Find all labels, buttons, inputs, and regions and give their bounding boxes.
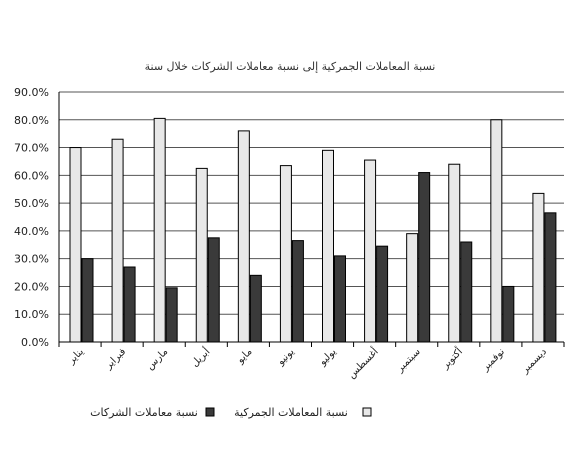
x-tick-label: فبراير: [103, 346, 129, 372]
bar-customs: [195, 167, 208, 343]
y-tick-label: 10.0%: [14, 308, 49, 321]
legend-label-companies: نسبة معاملات الشركات: [90, 406, 198, 419]
y-tick-label: 90.0%: [14, 86, 49, 99]
y-tick-label: 30.0%: [14, 253, 49, 266]
legend-label-customs: نسبة المعاملات الجمركية: [234, 406, 348, 419]
y-tick-label: 40.0%: [14, 225, 49, 238]
bar-companies: [460, 241, 473, 343]
x-tick-label: ديسمبر: [519, 346, 549, 376]
bar-companies: [334, 255, 346, 343]
x-tick-label: أغسطس: [345, 345, 381, 381]
bar-companies: [418, 172, 431, 343]
legend-swatch-companies: [205, 407, 215, 417]
y-tick-label: 50.0%: [14, 197, 49, 210]
gridlines: [59, 91, 564, 343]
y-tick-label: 70.0%: [14, 142, 49, 155]
y-tick-label: 20.0%: [14, 280, 49, 293]
bars: [69, 117, 557, 343]
legend: نسبة المعاملات الجمركية نسبة معاملات الش…: [90, 406, 372, 419]
bar-companies: [123, 266, 136, 343]
x-tick-label: يناير: [66, 346, 87, 367]
bar-customs: [69, 147, 82, 343]
x-tick-label: مايو: [234, 346, 254, 366]
bar-customs: [490, 119, 503, 343]
bar-companies: [376, 245, 389, 343]
y-axis: 0.0% 10.0% 20.0% 30.0% 40.0% 50.0% 60.0% 70.0% 8…: [14, 86, 60, 349]
x-tick-label: يونيو: [275, 346, 297, 368]
legend-swatch-customs: [362, 407, 372, 417]
x-axis: يناير فبراير مارس أبريل مايو يونيو يوليو أغسطس س…: [58, 342, 565, 381]
y-tick-label: 60.0%: [14, 169, 49, 182]
bar-customs: [153, 117, 166, 343]
x-tick-label: مارس: [145, 346, 171, 372]
chart-title: نسبة المعاملات الجمركية إلى نسبة معاملات…: [145, 60, 436, 73]
x-tick-label: يوليو: [317, 346, 339, 368]
x-tick-label: نوفمبر: [479, 346, 507, 374]
bar-companies: [291, 240, 304, 343]
bar-customs: [279, 165, 292, 343]
bar-customs: [448, 163, 461, 343]
bar-customs: [406, 233, 419, 343]
x-tick-label: سبتمبر: [394, 346, 423, 375]
bar-companies: [207, 237, 220, 343]
bar-customs: [237, 130, 250, 343]
bar-companies: [544, 212, 557, 343]
bar-customs: [322, 149, 334, 343]
x-tick-label: أكتوبر: [438, 345, 465, 372]
bar-companies: [165, 287, 178, 343]
bar-companies: [249, 274, 262, 343]
y-tick-label: 80.0%: [14, 114, 49, 127]
y-tick-label: 0.0%: [21, 336, 49, 349]
bar-customs: [111, 138, 124, 343]
bar-companies: [502, 285, 515, 343]
bar-customs: [532, 192, 545, 343]
x-tick-label: أبريل: [188, 345, 213, 370]
bar-companies: [81, 258, 94, 343]
bar-customs: [364, 159, 377, 343]
